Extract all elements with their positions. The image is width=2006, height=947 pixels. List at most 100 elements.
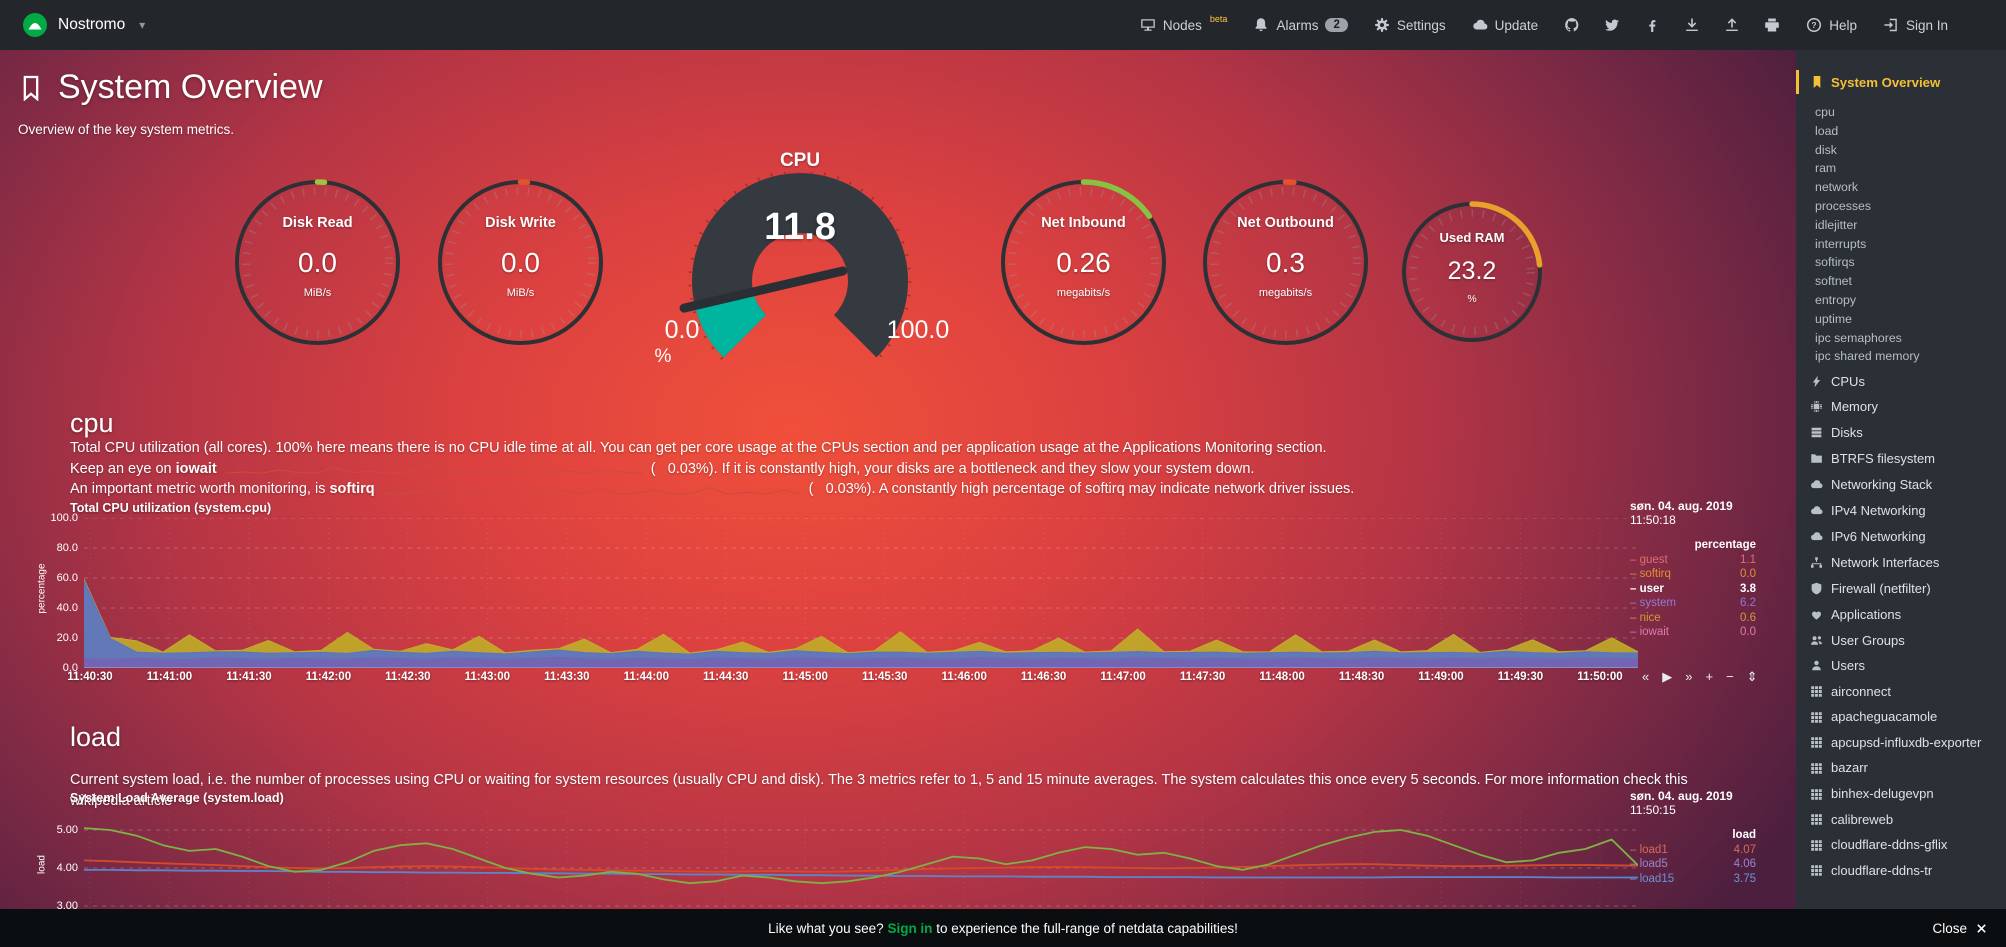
legend-item-load1[interactable]: – load1 4.07	[1630, 844, 1756, 856]
sidebar-item-idlejitter[interactable]: idlejitter	[1815, 217, 1858, 232]
sidebar-item-processes[interactable]: processes	[1815, 198, 1872, 213]
gauge-net-outbound[interactable]: Net Outbound 0.3 megabits/s	[1198, 175, 1373, 350]
sidebar-item-cloudflare-ddns-gflix[interactable]: cloudflare-ddns-gflix	[1796, 832, 2000, 858]
gauge-disk-write[interactable]: Disk Write 0.0 MiB/s	[433, 175, 608, 350]
github-icon	[1564, 17, 1580, 33]
upload-icon-button[interactable]	[1724, 17, 1740, 33]
x-axis-label: 11:46:00	[941, 671, 987, 683]
sidebar-item-cpu[interactable]: cpu	[1815, 105, 1835, 119]
disks-icon	[1810, 426, 1823, 439]
sidebar-item-network-interfaces[interactable]: Network Interfaces	[1796, 549, 2000, 575]
x-axis-label: 11:42:30	[385, 671, 431, 683]
sidebar-item-ipc-semaphores[interactable]: ipc semaphores	[1815, 330, 1902, 345]
dashboard: System Overview Overview of the key syst…	[0, 50, 1796, 947]
load-description: Current system load, i.e. the number of …	[70, 772, 1688, 809]
chart-title: Total CPU utilization (system.cpu)	[70, 501, 272, 515]
sidebar-item-user-groups[interactable]: User Groups	[1796, 627, 2000, 653]
cpu-gauge-min: 0.0	[664, 316, 700, 344]
github-icon-button[interactable]	[1564, 17, 1580, 33]
wikipedia-link[interactable]: wikipedia article	[70, 792, 173, 809]
sidebar-item-entropy[interactable]: entropy	[1815, 292, 1857, 307]
x-axis-label: 11:41:00	[146, 671, 193, 683]
chart-toolbox-zoom-in[interactable]: +	[1705, 669, 1714, 684]
cpu-plot-area[interactable]	[84, 518, 1638, 668]
alarms-button[interactable]: Alarms 2	[1253, 17, 1348, 33]
grid-icon	[1810, 864, 1823, 877]
sidebar-item-calibreweb[interactable]: calibreweb	[1796, 807, 2000, 833]
sidebar-item-load[interactable]: load	[1815, 123, 1839, 138]
signin-button[interactable]: Sign In	[1883, 17, 1948, 33]
legend-item-guest[interactable]: – guest 1.1	[1630, 554, 1756, 566]
legend-item-load5[interactable]: – load5 4.06	[1630, 858, 1756, 871]
nodes-button[interactable]: Nodes beta	[1140, 14, 1227, 33]
close-button[interactable]: Close	[1932, 921, 1988, 936]
chart-toolbox-pan-right[interactable]: »	[1685, 669, 1693, 684]
y-axis-label: 5.00	[56, 824, 78, 836]
grid-icon	[1810, 762, 1823, 775]
sidebar-item-ipv4-networking[interactable]: IPv4 Networking	[1796, 498, 2000, 524]
sidebar-item-networking-stack[interactable]: Networking Stack	[1796, 472, 2000, 498]
chart-toolbox-resize[interactable]: ⇕	[1746, 669, 1758, 684]
legend-item-softirq[interactable]: – softirq 0.0	[1630, 568, 1756, 581]
gauge-disk-read[interactable]: Disk Read 0.0 MiB/s	[230, 175, 405, 350]
sidebar-item-softnet[interactable]: softnet	[1815, 274, 1852, 289]
y-axis-label: 80.0	[56, 542, 78, 554]
x-axis-label: 11:43:30	[544, 671, 590, 683]
chart-toolbox-pan-left[interactable]: «	[1642, 669, 1650, 684]
twitter-icon-button[interactable]	[1604, 17, 1620, 33]
folder-icon	[1810, 452, 1823, 465]
sidebar-item-cpus[interactable]: CPUs	[1796, 368, 2000, 394]
sidebar-item-ipv6-networking[interactable]: IPv6 Networking	[1796, 524, 2000, 550]
chart-legend: – load1 4.07 – load5 4.06– load15 3.75	[1630, 844, 1756, 887]
section-heading-load: load	[70, 722, 122, 753]
sidebar-item-ipc-shared-memory[interactable]: ipc shared memory	[1815, 349, 1920, 364]
sidebar-item-bazarr[interactable]: bazarr	[1796, 756, 2000, 782]
gauge-used-ram[interactable]: Used RAM 23.2 %	[1397, 197, 1547, 347]
sidebar-item-users[interactable]: Users	[1796, 653, 2000, 679]
sidebar-item-disks[interactable]: Disks	[1796, 420, 2000, 446]
sidebar-item-ram[interactable]: ram	[1815, 161, 1837, 176]
update-button[interactable]: Update	[1472, 17, 1538, 33]
load-plot-area[interactable]	[84, 812, 1638, 947]
cpu-gauge-max: 100.0	[886, 316, 950, 344]
chart-title: System Load Average (system.load)	[70, 791, 284, 805]
sidebar-item-disk[interactable]: disk	[1815, 142, 1837, 157]
sidebar-item-softirqs[interactable]: softirqs	[1815, 255, 1855, 270]
iowait-sparkline	[224, 465, 643, 474]
sidebar-item-apcupsd-influxdb-exporter[interactable]: apcupsd-influxdb-exporter	[1796, 730, 2000, 756]
sidebar-item-firewall-netfilter[interactable]: Firewall (netfilter)	[1796, 575, 2000, 601]
sidebar-item-network[interactable]: network	[1815, 180, 1859, 195]
chart-toolbox-play[interactable]: ▶	[1662, 669, 1673, 684]
page-subtitle: Overview of the key system metrics.	[18, 122, 235, 137]
signin-link[interactable]: Sign in	[887, 920, 933, 936]
x-axis-label: 11:44:30	[703, 671, 749, 683]
chart-toolbox-zoom-out[interactable]: −	[1726, 669, 1734, 684]
legend-item-iowait[interactable]: – iowait 0.0	[1630, 625, 1756, 638]
bookmark-icon	[18, 73, 44, 103]
node-selector[interactable]: Nostromo ▾	[22, 12, 145, 38]
cloud-icon	[1810, 478, 1823, 491]
sidebar-item-btrfs-filesystem[interactable]: BTRFS filesystem	[1796, 446, 2000, 472]
sidebar-item-airconnect[interactable]: airconnect	[1796, 679, 2000, 705]
download-icon-button[interactable]	[1684, 17, 1700, 33]
sidebar-item-memory[interactable]: Memory	[1796, 394, 2000, 420]
gauge-net-inbound[interactable]: Net Inbound 0.26 megabits/s	[996, 175, 1171, 350]
legend-item-system[interactable]: – system 6.2	[1630, 597, 1756, 610]
legend-item-nice[interactable]: – nice 0.6	[1630, 611, 1756, 624]
sidebar-item-binhex-delugevpn[interactable]: binhex-delugevpn	[1796, 781, 2000, 807]
sidebar-item-applications[interactable]: Applications	[1796, 601, 2000, 627]
help-button[interactable]: Help	[1806, 17, 1857, 33]
sidebar-item-interrupts[interactable]: interrupts	[1815, 236, 1867, 251]
settings-button[interactable]: Settings	[1374, 17, 1446, 33]
facebook-icon-button[interactable]	[1644, 17, 1660, 33]
legend-item-load15[interactable]: – load15 3.75	[1630, 872, 1756, 885]
sidebar-item-apacheguacamole[interactable]: apacheguacamole	[1796, 704, 2000, 730]
sidebar-item-system-overview[interactable]: System Overview	[1796, 70, 2000, 94]
legend-item-user[interactable]: – user 3.8	[1630, 582, 1756, 595]
sidebar-item-uptime[interactable]: uptime	[1815, 311, 1852, 326]
print-icon-button[interactable]	[1764, 17, 1780, 33]
sidebar-item-cloudflare-ddns-tr[interactable]: cloudflare-ddns-tr	[1796, 858, 2000, 884]
y-axis-label: 60.0	[56, 572, 78, 584]
facebook-icon	[1644, 17, 1660, 33]
gauge-cpu[interactable]: CPU 11.8 0.0 100.0 %	[640, 150, 960, 380]
